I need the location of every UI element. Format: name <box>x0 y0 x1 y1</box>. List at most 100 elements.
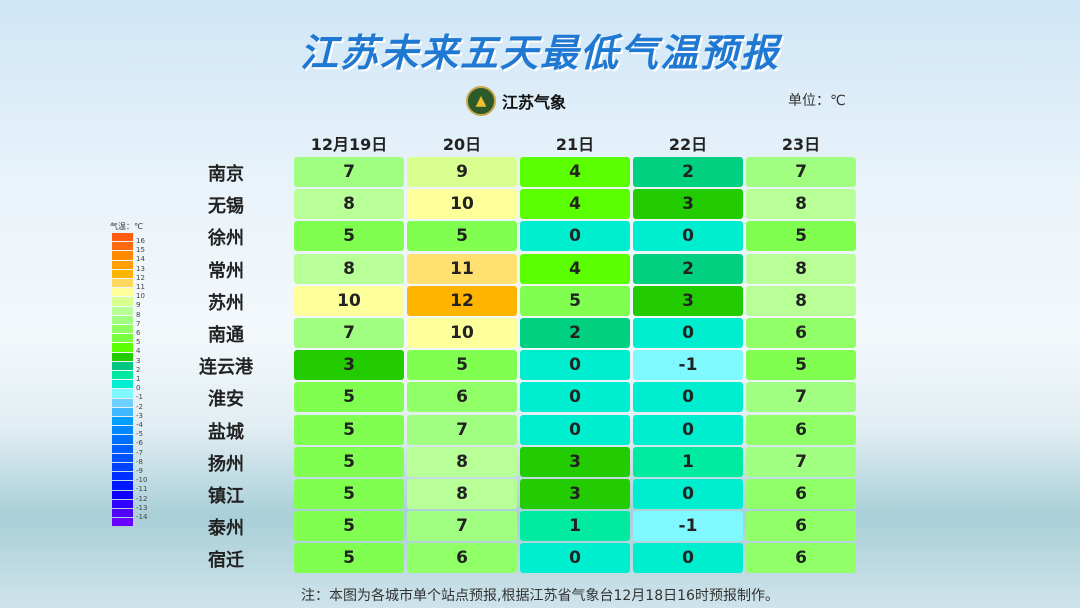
row-label-city: 南通 <box>208 325 244 346</box>
temperature-cell: 8 <box>746 253 856 284</box>
temperature-cell: 8 <box>407 446 517 477</box>
legend-swatch <box>112 233 133 242</box>
temperature-cell: 3 <box>294 350 404 381</box>
legend-label: -1 <box>136 393 143 402</box>
legend-label: 13 <box>136 264 145 273</box>
temperature-cell: 3 <box>520 479 630 509</box>
temperature-cell: 6 <box>746 414 856 445</box>
legend-swatch <box>112 269 133 278</box>
temperature-cell: 5 <box>294 479 404 509</box>
legend-swatch <box>112 472 133 481</box>
legend-swatch <box>112 463 133 472</box>
legend-swatch <box>112 325 133 334</box>
row-label-city: 宿迁 <box>208 550 244 572</box>
temperature-cell: 0 <box>633 318 743 348</box>
column-header: 12月19日 <box>310 135 388 154</box>
temperature-cell: 4 <box>520 157 630 187</box>
row-label-city: 南京 <box>208 164 244 185</box>
temperature-cell: 4 <box>520 189 630 220</box>
legend-label: 16 <box>136 237 145 245</box>
column-header: 22日 <box>668 135 708 154</box>
temperature-cell: 0 <box>633 414 743 445</box>
jiangsu-meteorology-emblem-icon: ▲ <box>466 86 496 116</box>
legend-label: 1 <box>136 375 141 383</box>
temperature-cell: 8 <box>407 479 517 509</box>
row-label-city: 苏州 <box>208 292 244 314</box>
legend-swatch <box>112 398 133 407</box>
legend-swatch <box>112 297 133 306</box>
temperature-cell: 9 <box>407 157 517 187</box>
temperature-cell: 11 <box>407 253 517 284</box>
legend-label: 0 <box>136 384 141 393</box>
legend-label: -4 <box>136 421 143 429</box>
legend-label: 14 <box>136 255 145 264</box>
temperature-cell: 2 <box>520 318 630 348</box>
temperature-cell: 6 <box>746 318 856 348</box>
legend-label: 15 <box>136 246 145 255</box>
legend-label: 2 <box>136 365 141 374</box>
legend-label: -2 <box>136 402 143 411</box>
temperature-cell: -1 <box>633 350 743 381</box>
temperature-cell: 0 <box>520 543 630 574</box>
temperature-cell: 7 <box>407 414 517 445</box>
legend-label: -11 <box>136 485 148 494</box>
legend-swatch <box>112 242 133 251</box>
row-label-city: 扬州 <box>208 453 244 475</box>
temperature-cell: 5 <box>294 511 404 542</box>
temperature-cell: 1 <box>633 446 743 477</box>
column-header: 21日 <box>555 135 595 154</box>
row-label-city: 徐州 <box>208 228 244 250</box>
temperature-cell: 3 <box>633 189 743 220</box>
temperature-cell: 2 <box>633 157 743 187</box>
temperature-cell: 8 <box>746 285 856 316</box>
legend-label: 6 <box>136 329 141 337</box>
row-label-city: 泰州 <box>208 518 244 540</box>
temperature-cell: 7 <box>746 157 856 187</box>
temperature-cell: -1 <box>633 511 743 542</box>
legend-swatch <box>112 417 133 426</box>
legend-swatch <box>112 453 133 462</box>
temperature-cell: 12 <box>407 285 517 316</box>
legend-swatch <box>112 481 133 490</box>
legend-swatch <box>112 499 133 508</box>
temperature-cell: 7 <box>746 382 856 413</box>
temperature-cell: 7 <box>294 318 404 348</box>
legend-label: 12 <box>136 273 145 282</box>
temperature-cell: 5 <box>520 285 630 316</box>
temperature-cell: 0 <box>633 382 743 413</box>
row-label-city: 连云港 <box>199 357 253 379</box>
legend-label: 5 <box>136 338 141 347</box>
temperature-cell: 5 <box>407 221 517 252</box>
legend-label: -12 <box>136 494 148 503</box>
legend-swatch <box>112 260 133 269</box>
legend-label: -9 <box>136 467 143 475</box>
temperature-cell: 5 <box>294 414 404 445</box>
temperature-cell: 8 <box>294 189 404 220</box>
temperature-cell: 10 <box>407 318 517 348</box>
legend-swatch <box>112 380 133 389</box>
temperature-cell: 4 <box>520 253 630 284</box>
legend-label: -3 <box>136 411 143 420</box>
legend-label: -13 <box>136 503 148 512</box>
temperature-cell: 0 <box>520 382 630 413</box>
legend-swatch <box>112 288 133 297</box>
legend-label: 3 <box>136 356 141 365</box>
temperature-cell: 6 <box>746 543 856 574</box>
legend-swatch <box>112 315 133 324</box>
logo-text: 江苏气象 <box>502 93 567 112</box>
logo: ▲ 江苏气象 <box>466 86 566 116</box>
legend-swatch <box>112 426 133 435</box>
legend-swatch <box>112 518 133 527</box>
legend-label: -7 <box>136 448 143 457</box>
column-header: 23日 <box>781 135 821 154</box>
unit-label: 单位：℃ <box>788 93 846 109</box>
row-label-city: 无锡 <box>208 196 244 218</box>
temperature-cell: 5 <box>294 382 404 413</box>
temperature-cell: 8 <box>294 253 404 284</box>
legend-swatch <box>112 306 133 315</box>
temperature-cell: 0 <box>633 479 743 509</box>
page-title: 江苏未来五天最低气温预报 <box>299 31 780 75</box>
temperature-cell: 1 <box>520 511 630 542</box>
legend-label: 8 <box>136 310 141 319</box>
legend-swatch <box>112 334 133 343</box>
